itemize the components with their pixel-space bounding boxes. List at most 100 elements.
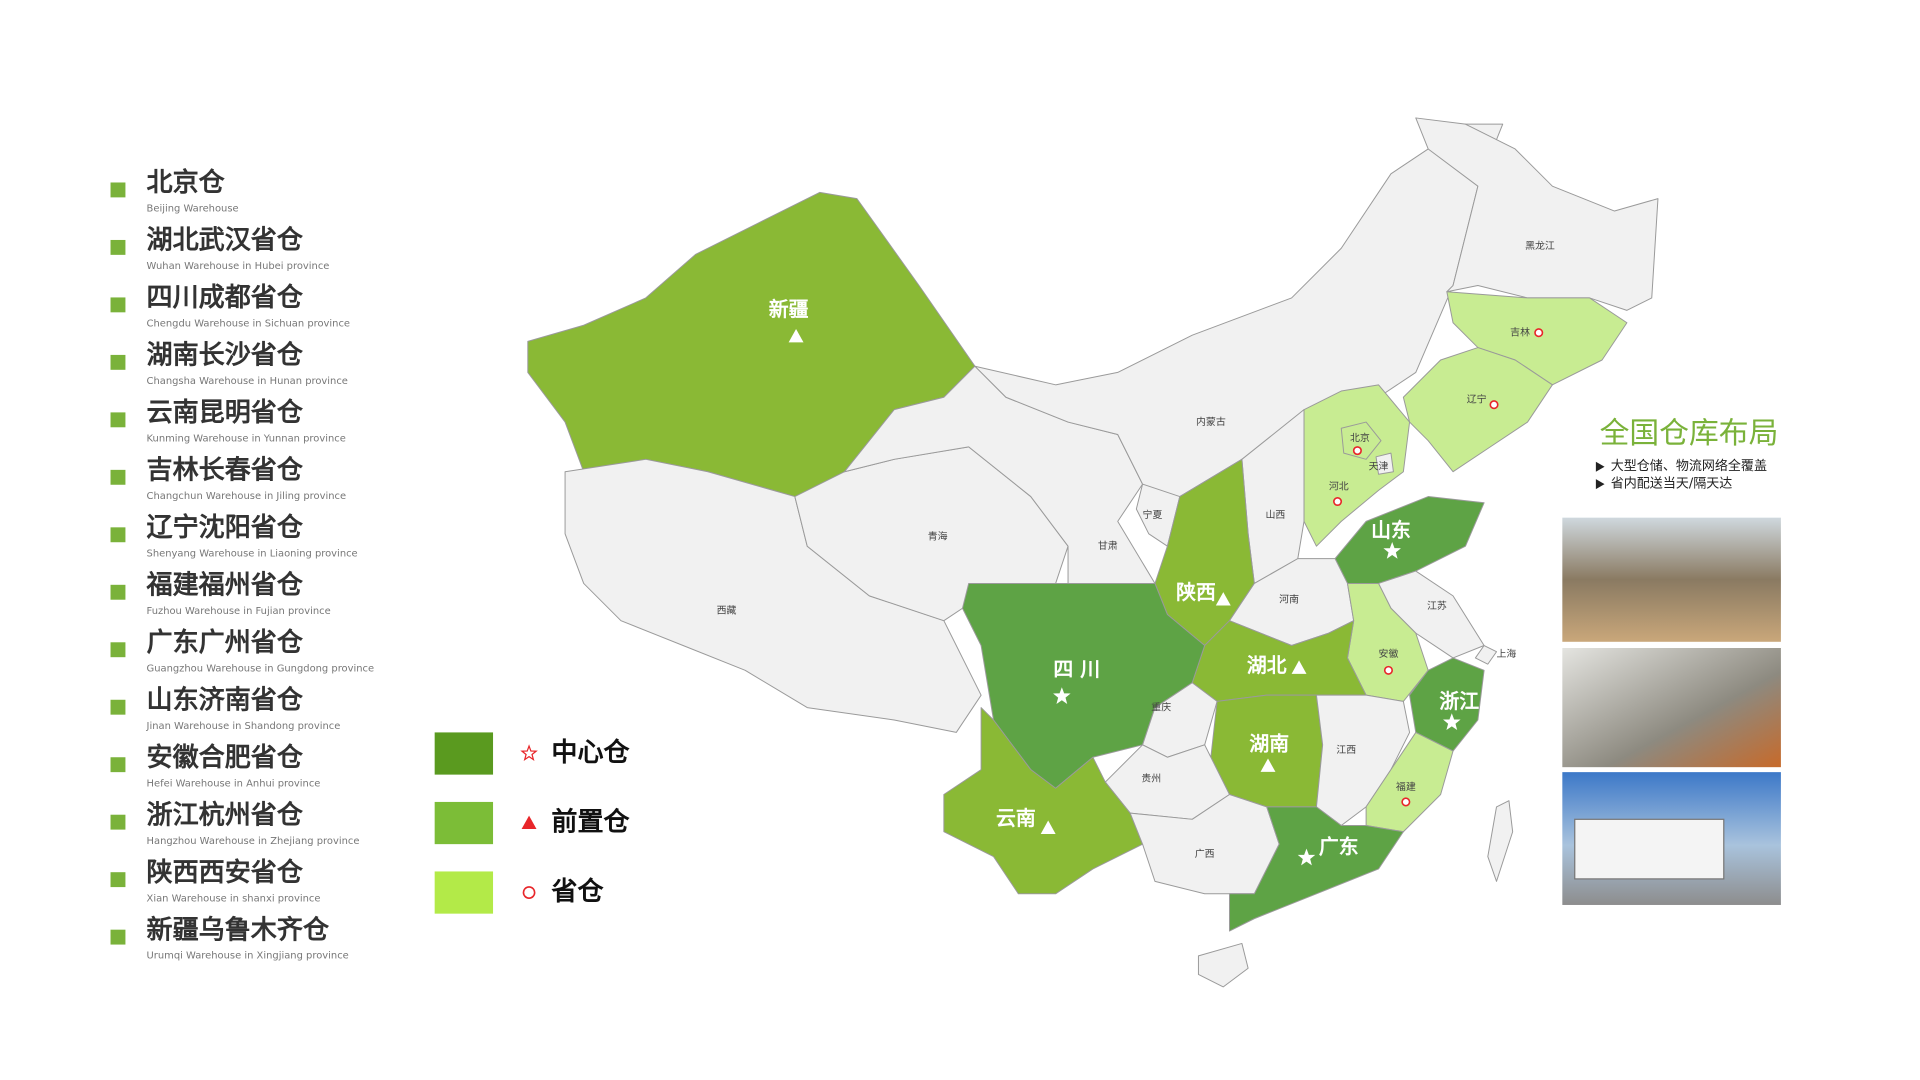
legend-swatch xyxy=(434,801,494,845)
province-label: 福建 xyxy=(1396,780,1416,793)
truck-shape xyxy=(1574,818,1725,880)
legend-label: 前置仓 xyxy=(551,807,630,838)
warehouse-english: Jinan Warehouse in Shandong province xyxy=(146,721,341,732)
warehouse-name: 云南昆明省仓 xyxy=(147,397,304,428)
triangle-marker xyxy=(1040,820,1056,834)
star-marker xyxy=(1443,713,1461,731)
legend-swatch xyxy=(434,732,494,775)
legend-label: 中心仓 xyxy=(551,737,630,768)
warehouse-english: Hefei Warehouse in Anhui province xyxy=(147,778,321,789)
warehouse-english: Kunming Warehouse in Yunnan province xyxy=(147,433,346,444)
triangle-marker xyxy=(1291,660,1307,674)
province-label: 辽宁 xyxy=(1467,393,1487,406)
star-marker xyxy=(1297,848,1316,866)
list-bullet xyxy=(110,699,126,715)
province-label: 广东 xyxy=(1319,835,1359,858)
legend-label: 省仓 xyxy=(551,876,604,907)
warehouse-name: 安徽合肥省仓 xyxy=(147,742,304,773)
province-label: 北京 xyxy=(1350,431,1370,444)
circle-marker xyxy=(1534,328,1544,338)
province-shape xyxy=(1365,731,1454,833)
warehouse-english: Changchun Warehouse in Jiling province xyxy=(147,491,347,502)
warehouse-english: Beijing Warehouse xyxy=(147,204,239,215)
list-bullet xyxy=(110,239,126,255)
warehouse-english: Wuhan Warehouse in Hubei province xyxy=(147,261,330,272)
province-label: 江苏 xyxy=(1427,599,1447,612)
province-label: 西藏 xyxy=(717,605,737,617)
warehouse-english: Guangzhou Warehouse in Gungdong province xyxy=(147,663,375,674)
province-shape xyxy=(1409,657,1485,752)
warehouse-name: 广东广州省仓 xyxy=(147,627,304,658)
province-label: 江西 xyxy=(1336,744,1356,756)
warehouse-name: 福建福州省仓 xyxy=(146,570,304,601)
provinces xyxy=(527,117,1659,932)
list-bullet xyxy=(110,584,126,600)
warehouse-english: Xian Warehouse in shanxi province xyxy=(147,893,321,904)
warehouse-name: 北京仓 xyxy=(147,167,226,198)
province-shape xyxy=(1415,117,1659,311)
province-label: 云南 xyxy=(996,807,1036,830)
warehouse-name: 湖北武汉省仓 xyxy=(147,225,304,256)
province-shape xyxy=(1228,806,1404,932)
warehouse-english: Urumqi Warehouse in Xingjiang province xyxy=(147,951,349,962)
warehouse-name: 四川成都省仓 xyxy=(147,282,304,313)
list-bullet xyxy=(110,527,126,543)
province-label: 安徽 xyxy=(1379,647,1399,660)
province-label: 贵州 xyxy=(1141,771,1161,784)
province-shape xyxy=(564,458,982,733)
province-shape xyxy=(1340,421,1382,460)
province-shape xyxy=(1446,291,1628,386)
warehouse-english: Shenyang Warehouse in Liaoning province xyxy=(147,548,358,559)
province-label: 山西 xyxy=(1266,509,1286,521)
list-bullet xyxy=(110,642,126,658)
province-shape xyxy=(1375,452,1394,475)
triangle-marker xyxy=(521,815,537,829)
triangle-marker xyxy=(1215,592,1231,606)
warehouse-name: 辽宁沈阳省仓 xyxy=(147,512,304,543)
province-label: 山东 xyxy=(1371,519,1411,542)
circle-marker xyxy=(1401,797,1411,807)
triangle-marker xyxy=(788,328,804,343)
warehouse-photo xyxy=(1562,517,1781,642)
province-label: 四 川 xyxy=(1053,658,1100,681)
star-marker xyxy=(1053,687,1071,704)
list-bullet xyxy=(110,814,126,830)
warehouse-english: Fuzhou Warehouse in Fujian province xyxy=(147,606,331,617)
province-label: 内蒙古 xyxy=(1196,415,1226,428)
province-label: 新疆 xyxy=(769,298,809,321)
warehouse-photo xyxy=(1562,648,1781,768)
province-label: 湖北 xyxy=(1247,654,1287,677)
star-marker xyxy=(520,744,538,762)
bullet-arrow xyxy=(1595,479,1605,490)
province-label: 陕西 xyxy=(1176,581,1216,604)
province-label: 甘肃 xyxy=(1098,539,1118,552)
list-bullet xyxy=(110,469,126,485)
star-marker xyxy=(1383,541,1401,559)
photo-panel xyxy=(1562,517,1781,905)
taiwan-region xyxy=(1487,800,1514,882)
warehouse-name: 山东济南省仓 xyxy=(147,685,304,716)
list-bullet xyxy=(110,354,126,370)
warehouse-name: 新疆乌鲁木齐仓 xyxy=(147,914,330,945)
province-shape xyxy=(1402,347,1553,473)
bullet-arrow xyxy=(1595,461,1605,472)
circle-marker xyxy=(522,886,536,899)
warehouse-name: 湖南长沙省仓 xyxy=(147,340,304,371)
triangle-marker xyxy=(1260,758,1276,772)
province-label: 青海 xyxy=(928,529,948,542)
province-label: 宁夏 xyxy=(1143,508,1163,521)
panel-title: 全国仓库布局 xyxy=(1600,416,1779,451)
province-label: 浙江 xyxy=(1439,690,1479,713)
legend-swatch xyxy=(434,871,494,914)
panel-bullet: 大型仓储、物流网络全覆盖 xyxy=(1611,458,1767,474)
province-label: 湖南 xyxy=(1249,732,1289,755)
warehouse-name: 陕西西安省仓 xyxy=(147,857,304,888)
province-label: 广西 xyxy=(1195,848,1215,860)
warehouse-english: Hangzhou Warehouse in Zhejiang province xyxy=(147,836,360,847)
circle-marker xyxy=(1383,665,1393,675)
warehouse-english: Changsha Warehouse in Hunan province xyxy=(147,376,348,387)
province-label: 天津 xyxy=(1369,461,1389,473)
